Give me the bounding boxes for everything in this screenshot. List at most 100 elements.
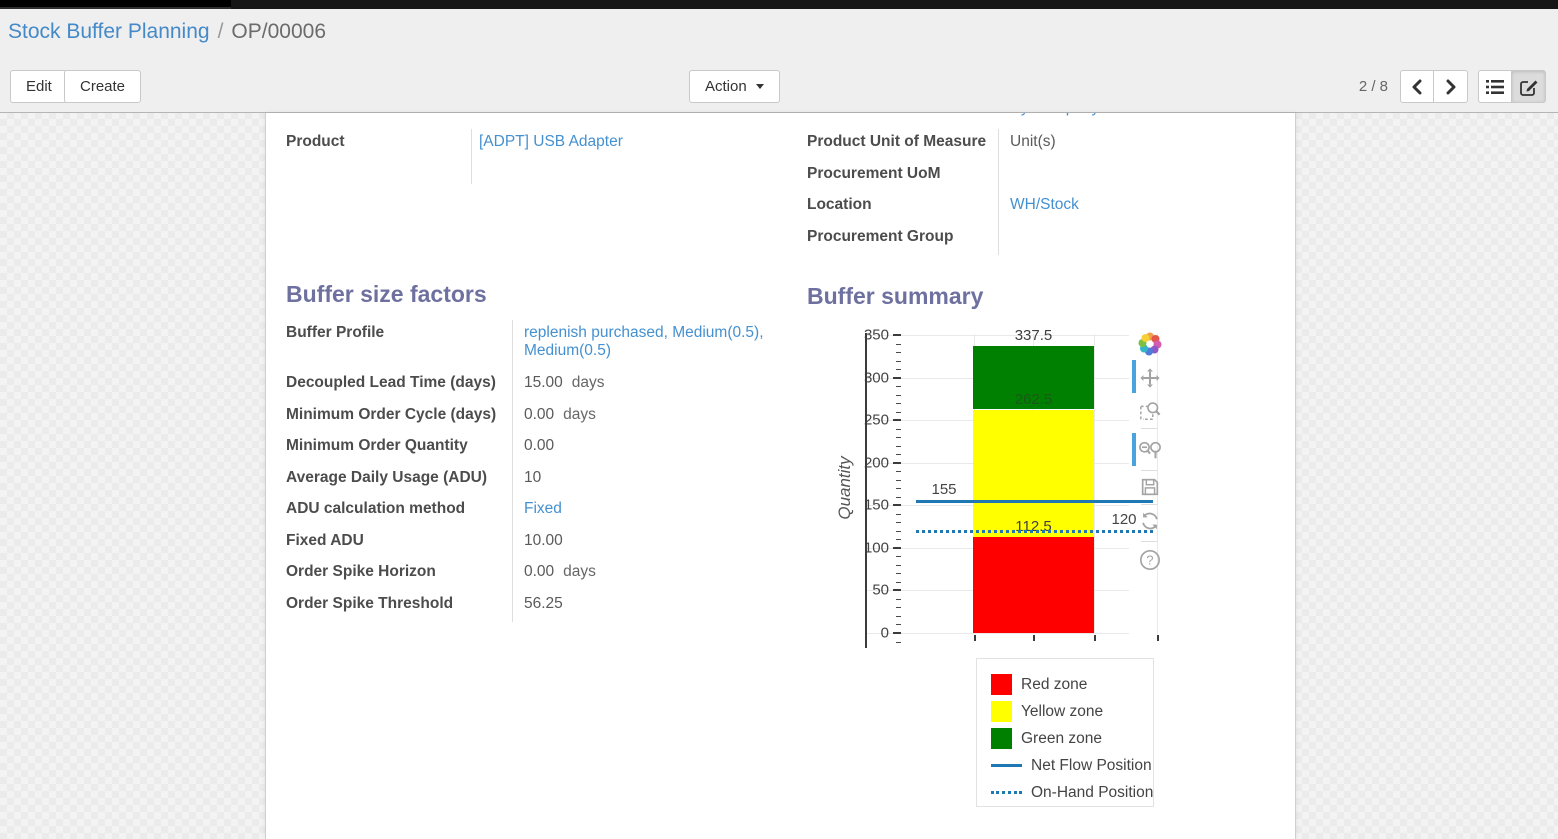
y-tick-minor bbox=[896, 598, 901, 600]
net-flow-position-line bbox=[916, 500, 1153, 504]
y-tick-minor bbox=[896, 360, 901, 362]
modebar-separator bbox=[1141, 541, 1157, 542]
field-label: Buffer Profile bbox=[286, 324, 385, 341]
action-label: Action bbox=[705, 78, 747, 95]
y-tick-minor bbox=[896, 386, 901, 388]
net-flow-position-label: 155 bbox=[931, 481, 957, 499]
field-label: Location bbox=[807, 196, 872, 213]
field-label: Minimum Order Cycle (days) bbox=[286, 405, 497, 423]
pan-icon bbox=[1140, 368, 1160, 388]
box-zoom-button[interactable] bbox=[1137, 398, 1163, 424]
field-label: Fixed ADU bbox=[286, 531, 364, 549]
field-label: Procurement UoM bbox=[807, 164, 941, 182]
legend-swatch bbox=[991, 674, 1012, 695]
y-tick-major bbox=[893, 461, 901, 464]
field-row: Location WH/Stock bbox=[807, 192, 1296, 224]
edit-button[interactable]: Edit bbox=[10, 70, 68, 103]
y-tick-major bbox=[893, 504, 901, 507]
pan-button[interactable] bbox=[1137, 365, 1163, 391]
reset-axes-icon bbox=[1142, 512, 1158, 530]
pager-next-button[interactable] bbox=[1434, 70, 1468, 103]
field-value: 0.00 bbox=[512, 433, 786, 465]
field-value bbox=[998, 223, 1296, 255]
y-tick-minor bbox=[896, 513, 901, 515]
on-hand-position-line bbox=[916, 529, 1153, 533]
breadcrumb-parent-link[interactable]: Stock Buffer Planning bbox=[8, 20, 210, 43]
y-tick-minor bbox=[896, 581, 901, 583]
field-value[interactable]: [ADPT] USB Adapter bbox=[471, 129, 786, 184]
modebar-accent-bar bbox=[1132, 360, 1136, 393]
field-label: ADU calculation method bbox=[286, 500, 466, 517]
plot-area: 0 50 100 150 200 250 300 350 112.5 262.5 337.5 155 1… bbox=[864, 327, 1159, 650]
breadcrumb: Stock Buffer Planning / OP/00006 bbox=[8, 20, 326, 44]
y-tick-minor bbox=[896, 343, 901, 345]
field-value[interactable]: Fixed bbox=[512, 496, 786, 528]
plotly-logo-button[interactable] bbox=[1137, 331, 1163, 357]
y-tick-minor bbox=[896, 394, 901, 396]
create-button[interactable]: Create bbox=[64, 70, 142, 103]
breadcrumb-current: OP/00006 bbox=[231, 20, 326, 43]
field-value: 15.00 days bbox=[512, 370, 786, 402]
help-button[interactable]: ? bbox=[1137, 547, 1163, 573]
x-tick bbox=[1157, 635, 1159, 641]
y-tick-major bbox=[893, 334, 901, 336]
legend-swatch bbox=[991, 701, 1012, 722]
field-row: Average Daily Usage (ADU) 10 bbox=[286, 464, 786, 496]
save-button[interactable] bbox=[1137, 474, 1163, 500]
legend-item-on-hand-position[interactable]: On-Hand Position bbox=[991, 779, 1153, 806]
clipped-top-field-value: My Company bbox=[1008, 113, 1208, 117]
x-gridline bbox=[1094, 334, 1095, 634]
buffer-summary-title: Buffer summary bbox=[807, 283, 984, 309]
bar-segment-yellow-zone bbox=[973, 409, 1094, 538]
y-tick-minor bbox=[896, 615, 901, 617]
y-tick-label: 250 bbox=[863, 411, 889, 429]
reset-axes-button[interactable] bbox=[1137, 508, 1163, 534]
field-row: Order Spike Horizon 0.00 days bbox=[286, 559, 786, 591]
y-tick-minor bbox=[896, 454, 901, 456]
legend-label: On-Hand Position bbox=[1031, 783, 1154, 801]
save-icon bbox=[1141, 478, 1159, 496]
legend-label: Red zone bbox=[1021, 675, 1088, 693]
y-tick-minor bbox=[896, 445, 901, 447]
y-axis-line bbox=[865, 333, 867, 648]
x-tick bbox=[974, 635, 976, 641]
form-view-button[interactable] bbox=[1512, 70, 1546, 103]
y-tick-label: 200 bbox=[863, 454, 889, 472]
field-value[interactable]: replenish purchased, Medium(0.5), Medium… bbox=[512, 320, 786, 370]
list-view-icon bbox=[1486, 79, 1504, 94]
pager-previous-button[interactable] bbox=[1400, 70, 1434, 103]
y-tick-minor bbox=[896, 479, 901, 481]
form-view-icon bbox=[1519, 80, 1537, 96]
y-tick-major bbox=[893, 419, 901, 422]
field-row: Minimum Order Cycle (days) 0.00 days bbox=[286, 401, 786, 433]
field-row: Procurement UoM bbox=[807, 160, 1296, 192]
action-dropdown-button[interactable]: Action bbox=[689, 70, 780, 103]
y-tick-minor bbox=[896, 522, 901, 524]
field-row: Decoupled Lead Time (days) 15.00 days bbox=[286, 370, 786, 402]
legend-item-green-zone[interactable]: Green zone bbox=[991, 725, 1153, 752]
box-zoom-icon bbox=[1140, 402, 1161, 420]
field-label: Product Unit of Measure bbox=[807, 133, 987, 150]
y-axis-title: Quantity bbox=[835, 456, 854, 520]
field-row: Minimum Order Quantity 0.00 bbox=[286, 433, 786, 465]
field-value[interactable]: WH/Stock bbox=[998, 192, 1296, 224]
y-tick-label: 150 bbox=[863, 496, 889, 514]
legend-item-red-zone[interactable]: Red zone bbox=[991, 671, 1153, 698]
field-suffix: days bbox=[563, 405, 596, 423]
y-tick-label: 100 bbox=[863, 539, 889, 557]
field-value: 10.00 bbox=[512, 527, 786, 559]
y-tick-minor bbox=[896, 539, 901, 541]
bar-segment-green-zone bbox=[973, 345, 1094, 410]
modebar-separator bbox=[1141, 428, 1157, 429]
view-switcher bbox=[1478, 70, 1546, 103]
zoom-in-out-button[interactable] bbox=[1137, 437, 1163, 463]
modebar-accent-bar bbox=[1132, 433, 1136, 466]
field-value: 0.00 days bbox=[512, 559, 786, 591]
chart-legend: Red zone Yellow zone Green zone Net Flow Po… bbox=[976, 658, 1154, 807]
legend-item-yellow-zone[interactable]: Yellow zone bbox=[991, 698, 1153, 725]
legend-item-net-flow-position[interactable]: Net Flow Position bbox=[991, 752, 1153, 779]
legend-swatch bbox=[991, 791, 1022, 794]
list-view-button[interactable] bbox=[1478, 70, 1512, 103]
field-value: 0.00 days bbox=[512, 401, 786, 433]
